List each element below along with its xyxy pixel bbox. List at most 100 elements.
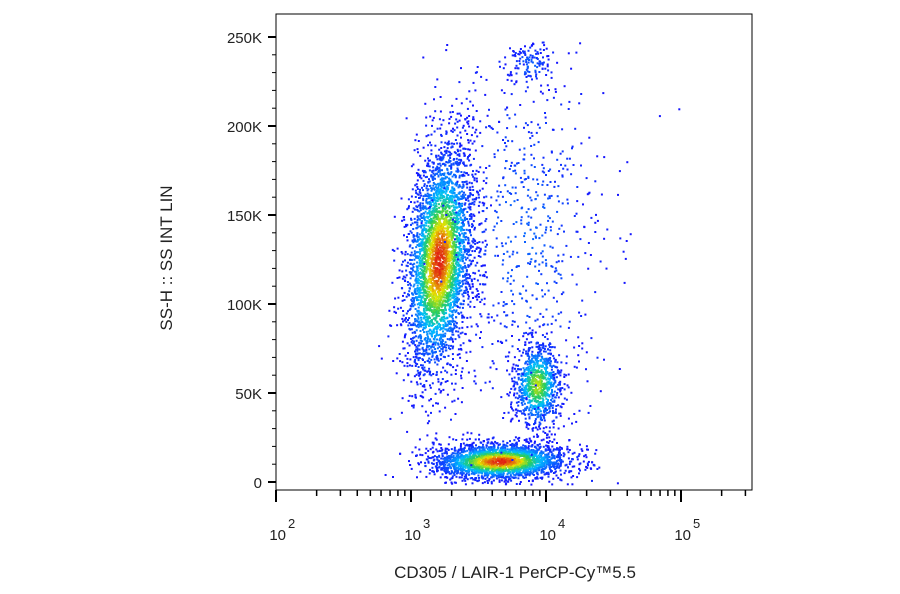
- event-point: [431, 288, 434, 291]
- event-point: [428, 180, 431, 183]
- event-point: [444, 175, 447, 178]
- event-point: [541, 384, 544, 387]
- event-point: [422, 359, 424, 361]
- event-point: [434, 348, 437, 351]
- event-point: [409, 258, 411, 261]
- event-point: [427, 256, 430, 259]
- event-point: [447, 269, 450, 272]
- event-point: [460, 222, 463, 225]
- event-point: [525, 360, 528, 363]
- event-point: [425, 313, 428, 315]
- event-point: [463, 213, 466, 216]
- event-point: [535, 345, 538, 348]
- event-point: [433, 271, 436, 274]
- event-point: [409, 262, 412, 265]
- event-point: [414, 278, 417, 281]
- event-point: [418, 296, 420, 299]
- event-point: [448, 159, 451, 162]
- event-point: [473, 140, 476, 143]
- event-point: [418, 313, 421, 316]
- event-point: [453, 224, 456, 227]
- event-point: [426, 184, 429, 187]
- event-point: [452, 290, 455, 293]
- event-point: [547, 352, 550, 355]
- event-point: [439, 265, 442, 268]
- event-point: [545, 412, 548, 415]
- event-point: [436, 245, 439, 248]
- event-point: [524, 378, 527, 380]
- event-point: [526, 394, 529, 397]
- event-point: [438, 148, 441, 151]
- event-point: [468, 285, 471, 288]
- event-point: [459, 302, 462, 305]
- event-point: [549, 349, 552, 352]
- event-point: [439, 189, 441, 192]
- event-point: [541, 357, 544, 360]
- event-point: [402, 294, 404, 297]
- event-point: [434, 229, 437, 232]
- event-point: [468, 115, 471, 117]
- event-point: [442, 293, 444, 296]
- event-point: [444, 211, 447, 214]
- event-point: [450, 237, 453, 240]
- event-point: [443, 196, 446, 198]
- event-point: [423, 229, 426, 232]
- event-point: [552, 411, 554, 414]
- event-point: [550, 346, 553, 349]
- event-point: [537, 348, 540, 350]
- event-point: [542, 375, 545, 378]
- event-point: [442, 325, 445, 328]
- event-point: [467, 122, 470, 125]
- event-point: [537, 413, 540, 416]
- event-point: [452, 256, 455, 259]
- event-point: [471, 250, 474, 253]
- event-point: [557, 404, 560, 407]
- event-point: [416, 244, 419, 247]
- event-point: [517, 404, 520, 407]
- event-point: [540, 352, 543, 355]
- event-point: [446, 380, 449, 382]
- event-point: [449, 172, 452, 175]
- event-point: [527, 333, 530, 336]
- event-point: [418, 448, 421, 451]
- event-point: [451, 255, 454, 258]
- event-point: [419, 218, 421, 221]
- event-point: [469, 246, 472, 249]
- event-point: [432, 194, 435, 197]
- event-point: [467, 265, 470, 268]
- event-point: [560, 393, 563, 396]
- event-point: [429, 159, 431, 162]
- event-point: [436, 200, 439, 202]
- event-point: [519, 390, 522, 393]
- event-point: [530, 374, 533, 377]
- event-point: [434, 110, 437, 113]
- event-point: [454, 246, 457, 249]
- event-point: [554, 360, 557, 363]
- event-point: [440, 232, 443, 234]
- event-point: [426, 255, 429, 258]
- event-point: [462, 211, 465, 214]
- event-point: [408, 327, 411, 330]
- event-point: [443, 239, 446, 242]
- event-point: [441, 207, 444, 209]
- event-point: [415, 356, 418, 359]
- event-point: [510, 401, 513, 404]
- event-point: [430, 220, 433, 223]
- event-point: [435, 330, 438, 333]
- event-point: [536, 356, 539, 359]
- event-point: [417, 151, 419, 154]
- event-point: [549, 403, 552, 405]
- event-point: [424, 206, 427, 209]
- event-point: [540, 386, 542, 389]
- event-point: [535, 387, 537, 390]
- event-point: [478, 251, 481, 254]
- event-point: [446, 176, 448, 179]
- event-point: [427, 162, 430, 165]
- event-point: [403, 336, 406, 339]
- event-point: [548, 343, 551, 346]
- event-point: [468, 203, 471, 206]
- event-point: [410, 259, 413, 261]
- event-point: [406, 342, 409, 345]
- event-point: [535, 411, 538, 413]
- event-point: [442, 155, 445, 158]
